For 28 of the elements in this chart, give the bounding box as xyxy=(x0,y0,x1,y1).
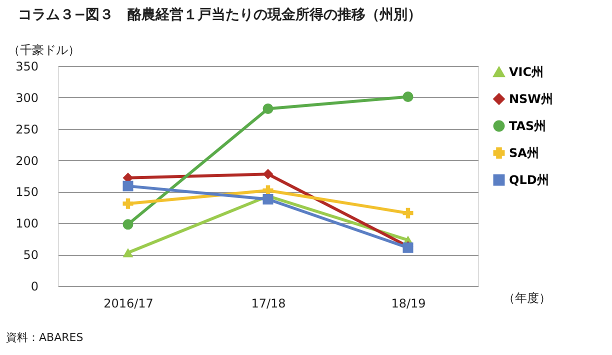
y-tick-label: 200 xyxy=(16,154,38,168)
point xyxy=(262,168,274,180)
point xyxy=(402,208,414,218)
point xyxy=(262,194,274,204)
y-tick-label: 150 xyxy=(16,185,38,200)
x-axis-title: （年度） xyxy=(503,291,551,305)
y-tick-label: 100 xyxy=(16,216,38,231)
text: 資料：ABARES xyxy=(6,331,84,344)
legend-label: NSW州 xyxy=(509,92,553,106)
y-tick-label: 350 xyxy=(16,60,38,74)
legend-label: QLD州 xyxy=(509,173,549,187)
y-tick-label: 0 xyxy=(30,280,38,294)
point xyxy=(262,104,274,114)
y-axis-title: （千豪ドル） xyxy=(8,43,80,57)
y-tick-label: 250 xyxy=(16,122,38,136)
legend-label: SA州 xyxy=(509,146,539,160)
point xyxy=(402,92,414,102)
y-tick-label: 50 xyxy=(23,248,38,262)
point xyxy=(122,219,134,230)
chart-title: コラム３−図３ 酪農経営１戸当たりの現金所得の推移（州別） xyxy=(18,7,422,23)
x-tick-label: 18/19 xyxy=(391,296,426,310)
x-tick-label: 17/18 xyxy=(251,296,286,310)
x-tick-label: 2016/17 xyxy=(104,296,154,310)
point xyxy=(122,180,134,192)
y-tick-label: 300 xyxy=(16,90,38,105)
point xyxy=(122,198,134,209)
legend-label: TAS州 xyxy=(509,119,546,133)
legend-label: VIC州 xyxy=(509,65,544,79)
